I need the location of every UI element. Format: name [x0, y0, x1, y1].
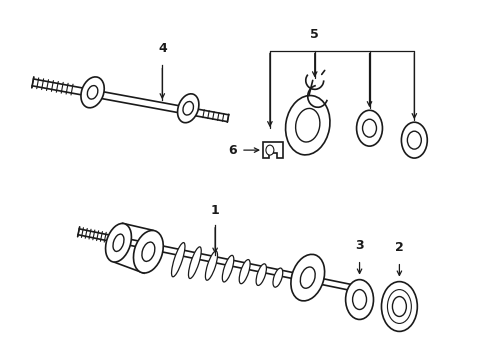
Ellipse shape [177, 94, 199, 123]
Ellipse shape [392, 297, 406, 316]
Ellipse shape [183, 102, 193, 115]
Ellipse shape [222, 255, 233, 282]
Ellipse shape [87, 86, 98, 99]
Text: 5: 5 [310, 28, 319, 41]
Ellipse shape [352, 289, 366, 310]
Ellipse shape [142, 242, 155, 261]
Ellipse shape [256, 264, 266, 285]
Ellipse shape [356, 110, 382, 146]
Ellipse shape [205, 251, 217, 280]
Text: 1: 1 [210, 204, 219, 217]
Text: 2: 2 [394, 241, 403, 254]
Polygon shape [263, 142, 282, 158]
Text: 4: 4 [158, 42, 166, 55]
Ellipse shape [407, 131, 421, 149]
Ellipse shape [272, 268, 282, 287]
Ellipse shape [105, 224, 131, 262]
Ellipse shape [345, 280, 373, 319]
Ellipse shape [362, 119, 376, 137]
Ellipse shape [265, 145, 273, 155]
Text: 6: 6 [228, 144, 237, 157]
Ellipse shape [133, 230, 163, 273]
Ellipse shape [171, 243, 184, 277]
Ellipse shape [295, 108, 319, 142]
Ellipse shape [285, 95, 329, 155]
Ellipse shape [188, 247, 201, 279]
Text: 3: 3 [354, 239, 363, 252]
Ellipse shape [113, 234, 124, 251]
Ellipse shape [81, 77, 104, 108]
Ellipse shape [239, 260, 249, 284]
Ellipse shape [401, 122, 427, 158]
Ellipse shape [300, 267, 315, 288]
Ellipse shape [290, 255, 324, 301]
Ellipse shape [381, 282, 416, 332]
Ellipse shape [386, 289, 410, 323]
